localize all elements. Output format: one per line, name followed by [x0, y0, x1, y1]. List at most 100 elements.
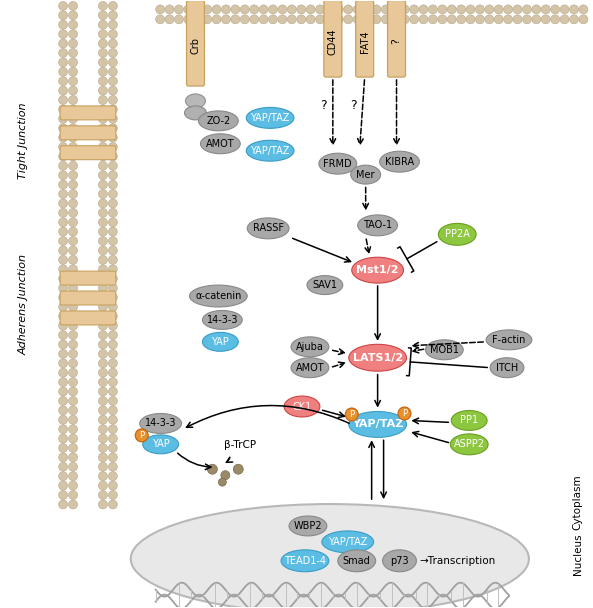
Circle shape: [381, 15, 390, 24]
Circle shape: [109, 180, 117, 189]
Circle shape: [109, 472, 117, 481]
Ellipse shape: [202, 311, 243, 330]
Circle shape: [98, 415, 107, 424]
Circle shape: [476, 15, 484, 24]
Circle shape: [522, 15, 531, 24]
Circle shape: [98, 20, 107, 29]
Ellipse shape: [247, 218, 289, 239]
Text: YAP: YAP: [212, 337, 229, 347]
FancyBboxPatch shape: [356, 1, 374, 77]
Circle shape: [98, 312, 107, 321]
Text: YAP/TAZ: YAP/TAZ: [250, 146, 290, 156]
Circle shape: [109, 246, 117, 255]
Ellipse shape: [345, 408, 358, 421]
Circle shape: [109, 283, 117, 292]
Circle shape: [109, 443, 117, 452]
Circle shape: [156, 15, 165, 24]
Circle shape: [59, 86, 68, 95]
Circle shape: [109, 368, 117, 377]
Circle shape: [109, 453, 117, 462]
Circle shape: [69, 378, 78, 387]
Ellipse shape: [140, 413, 181, 434]
Circle shape: [59, 265, 68, 274]
FancyBboxPatch shape: [187, 1, 205, 86]
Circle shape: [485, 5, 494, 14]
Circle shape: [69, 340, 78, 349]
FancyBboxPatch shape: [60, 291, 116, 305]
Circle shape: [165, 5, 174, 14]
Circle shape: [98, 302, 107, 311]
Circle shape: [98, 171, 107, 180]
Circle shape: [98, 293, 107, 302]
Circle shape: [59, 396, 68, 406]
Circle shape: [569, 5, 579, 14]
Circle shape: [98, 1, 107, 10]
Circle shape: [203, 5, 212, 14]
Circle shape: [315, 5, 324, 14]
Circle shape: [315, 15, 324, 24]
Circle shape: [109, 133, 117, 142]
Circle shape: [109, 1, 117, 10]
Circle shape: [59, 331, 68, 340]
Circle shape: [59, 142, 68, 151]
Circle shape: [59, 246, 68, 255]
Circle shape: [69, 152, 78, 161]
Circle shape: [109, 114, 117, 123]
Circle shape: [560, 15, 569, 24]
Circle shape: [69, 424, 78, 434]
Text: P: P: [402, 409, 407, 418]
Text: RASSF: RASSF: [253, 223, 283, 233]
Ellipse shape: [307, 275, 343, 294]
Circle shape: [269, 15, 278, 24]
Circle shape: [221, 471, 230, 480]
Circle shape: [69, 500, 78, 509]
Circle shape: [98, 340, 107, 349]
Text: ?: ?: [350, 99, 356, 112]
Text: TAO-1: TAO-1: [363, 220, 392, 230]
Circle shape: [109, 199, 117, 208]
Ellipse shape: [246, 108, 294, 128]
Text: Nucleus: Nucleus: [573, 533, 583, 575]
Circle shape: [69, 123, 78, 133]
Text: Crb: Crb: [190, 36, 200, 54]
FancyBboxPatch shape: [60, 106, 116, 120]
Circle shape: [109, 30, 117, 38]
Circle shape: [109, 152, 117, 161]
Circle shape: [428, 5, 438, 14]
Circle shape: [69, 49, 78, 57]
Circle shape: [233, 465, 243, 474]
Text: CD44: CD44: [328, 28, 338, 55]
Circle shape: [69, 86, 78, 95]
Circle shape: [98, 237, 107, 246]
Circle shape: [109, 218, 117, 227]
Circle shape: [98, 58, 107, 67]
Circle shape: [410, 15, 419, 24]
Circle shape: [109, 255, 117, 264]
Circle shape: [513, 15, 522, 24]
Ellipse shape: [190, 285, 247, 307]
Circle shape: [208, 465, 218, 474]
Circle shape: [109, 105, 117, 114]
Circle shape: [59, 1, 68, 10]
Ellipse shape: [200, 134, 240, 154]
Circle shape: [59, 199, 68, 208]
Circle shape: [109, 49, 117, 57]
Circle shape: [69, 237, 78, 246]
Circle shape: [69, 218, 78, 227]
Ellipse shape: [291, 358, 329, 378]
Circle shape: [98, 443, 107, 452]
Circle shape: [98, 472, 107, 481]
Circle shape: [109, 67, 117, 76]
Circle shape: [98, 274, 107, 283]
Circle shape: [109, 312, 117, 321]
Circle shape: [109, 491, 117, 500]
Circle shape: [98, 86, 107, 95]
Circle shape: [69, 396, 78, 406]
Circle shape: [59, 39, 68, 48]
Circle shape: [98, 152, 107, 161]
Circle shape: [59, 387, 68, 396]
Circle shape: [69, 350, 78, 358]
Ellipse shape: [199, 111, 238, 131]
Circle shape: [69, 321, 78, 330]
Circle shape: [193, 15, 202, 24]
